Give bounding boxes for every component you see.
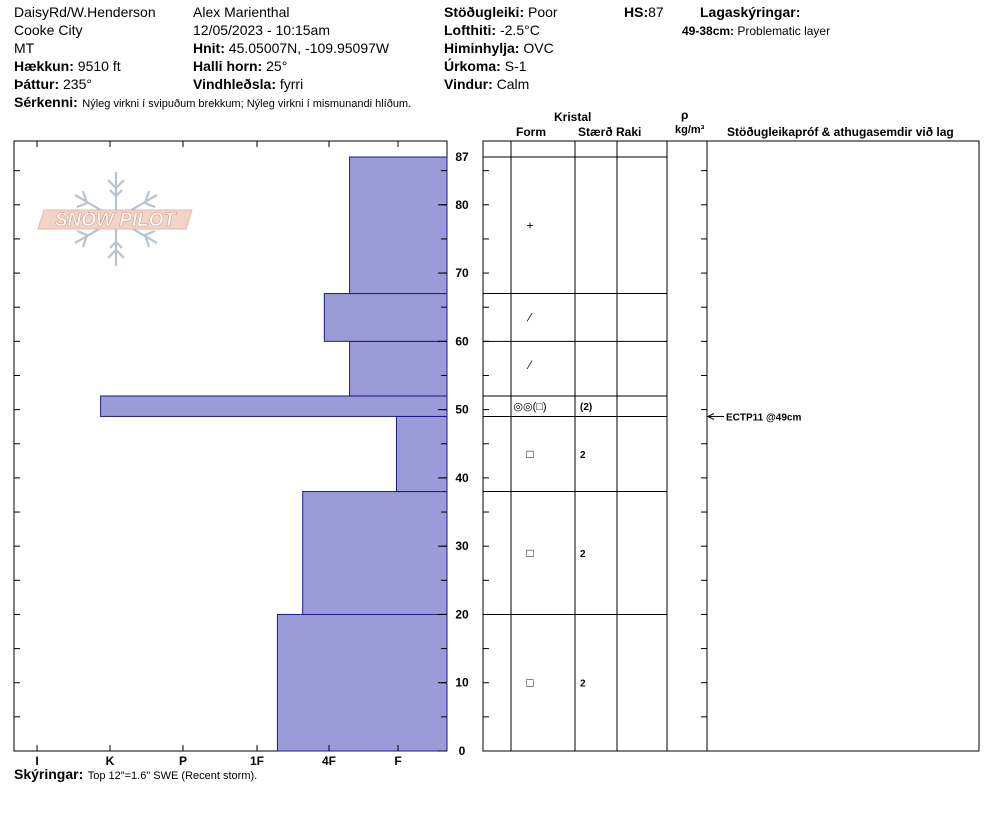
moisture-header: Raki	[616, 125, 642, 139]
layer-note-range: 49-38cm:	[682, 24, 735, 38]
x-tick-label: P	[179, 754, 187, 768]
grain-form-symbol: ◎◎(□)	[513, 401, 546, 413]
y-tick-label: 30	[455, 539, 469, 553]
stability-label: Stöðugleiki:	[444, 4, 525, 20]
chart-axes: 0 10 20 30 40 50 60 70 80 87 I K P 1F 4F F	[14, 141, 707, 768]
comments-label: Skýringar:	[14, 766, 84, 782]
rho-header: ρ	[681, 108, 689, 122]
y-top-label: 87	[455, 150, 469, 164]
logo-text: SNOW PILOT	[55, 210, 177, 231]
hardness-bar	[395, 415, 448, 493]
grain-form-symbol: ⁄	[526, 310, 533, 324]
y-tick-label: 50	[455, 403, 469, 417]
comments-value: Top 12"=1.6" SWE (Recent storm).	[87, 770, 258, 782]
elevation-value: 9510 ft	[77, 58, 121, 74]
x-tick-label: I	[35, 754, 38, 768]
elevation-label: Hækkun:	[14, 58, 74, 74]
grain-form-symbol: +	[526, 218, 533, 232]
density-unit-header: kg/m³	[675, 124, 705, 136]
form-header: Form	[516, 125, 546, 139]
hardness-bar	[349, 340, 448, 397]
hardness-bar	[100, 395, 448, 417]
grain-size-label: 2	[580, 549, 586, 560]
coords-value: 45.05007N, -109.95097W	[228, 40, 390, 56]
coords: Hnit: 45.05007N, -109.95097W	[193, 40, 389, 56]
air-temp: Lofthiti: -2.5°C	[444, 22, 540, 38]
elevation: Hækkun: 9510 ft	[14, 58, 121, 74]
hs-value: 87	[648, 4, 664, 20]
hardness-bar	[302, 491, 448, 615]
wind-value: Calm	[496, 76, 530, 92]
grain-size-label: 2	[580, 679, 586, 690]
y-tick-label: 20	[455, 607, 469, 621]
slope: Halli horn: 25°	[193, 58, 287, 74]
area: Cooke City	[14, 22, 83, 38]
grain-form-symbol: ⁄	[526, 358, 533, 372]
grain-form-symbol: □	[526, 676, 533, 690]
table-frame	[482, 140, 980, 752]
hs: HS:87	[624, 4, 664, 20]
y-tick-label: 40	[455, 471, 469, 485]
air-temp-value: -2.5°C	[499, 22, 540, 38]
wind: Vindur: Calm	[444, 76, 529, 92]
hardness-bars	[100, 156, 448, 752]
crystal-header: Kristal	[554, 110, 592, 124]
hs-label: HS:	[624, 4, 649, 20]
grain-form-symbol: □	[526, 447, 533, 461]
state: MT	[14, 40, 35, 56]
aspect-label: Þáttur:	[14, 76, 60, 92]
wind-loading-label: Vindhleðsla:	[193, 76, 276, 92]
y-tick-label: 80	[455, 198, 469, 212]
hardness-bar	[276, 613, 448, 752]
x-tick-label: K	[106, 754, 115, 768]
snowpilot-logo: SNOW PILOT	[37, 172, 193, 266]
y-tick-label: 0	[459, 744, 466, 758]
x-tick-label: 4F	[322, 754, 336, 768]
sky-value: OVC	[523, 40, 554, 56]
y-tick-label: 10	[455, 676, 469, 690]
x-tick-label: 1F	[250, 754, 264, 768]
aspect-value: 235°	[63, 76, 92, 92]
y-tick-label: 70	[455, 266, 469, 280]
tests-header: Stöðugleikapróf & athugasemdir við lag	[727, 125, 954, 139]
test-arrow-head	[706, 413, 715, 420]
sky-label: Himinhylja:	[444, 40, 520, 56]
wind-label: Vindur:	[444, 76, 493, 92]
datetime: 12/05/2023 - 10:15am	[193, 22, 330, 38]
precip-label: Úrkoma:	[444, 58, 501, 74]
x-tick-label: F	[394, 754, 401, 768]
features-label: Sérkenni:	[14, 94, 78, 110]
features-value: Nýleg virkni í svipuðum brekkum; Nýleg v…	[82, 98, 412, 110]
grain-size-label: (2)	[580, 402, 592, 413]
features: Sérkenni: Nýleg virkni í svipuðum brekku…	[14, 94, 411, 112]
grain-form-symbol: □	[526, 546, 533, 560]
precip-value: S-1	[504, 58, 527, 74]
grain-size-label: 2	[580, 450, 586, 461]
grain-table: □ 2 □ 2 □ 2 ◎◎(□) (2) ⁄ ⁄ + ECTP11 @49cm	[513, 218, 801, 689]
air-temp-label: Lofthiti:	[444, 22, 497, 38]
hardness-bar	[349, 156, 448, 295]
slope-label: Halli horn:	[193, 58, 263, 74]
location: DaisyRd/W.Henderson	[14, 4, 156, 20]
comments: Skýringar: Top 12"=1.6" SWE (Recent stor…	[14, 766, 257, 784]
observer: Alex Marienthal	[193, 4, 290, 20]
aspect: Þáttur: 235°	[14, 76, 92, 92]
precip: Úrkoma: S-1	[444, 58, 526, 74]
hardness-bar	[323, 293, 448, 342]
slope-value: 25°	[266, 58, 288, 74]
coords-label: Hnit:	[193, 40, 225, 56]
stability: Stöðugleiki: Poor	[444, 4, 558, 20]
layer-notes-label: Lagaskýringar:	[700, 4, 801, 20]
stability-test-label: ECTP11 @49cm	[726, 412, 801, 423]
sky: Himinhylja: OVC	[444, 40, 554, 56]
size-header: Stærð	[578, 125, 613, 139]
wind-loading: Vindhleðsla: fyrri	[193, 76, 303, 92]
stability-value: Poor	[528, 4, 558, 20]
layer-note: 49-38cm: Problematic layer	[682, 24, 830, 38]
layer-note-text: Problematic layer	[737, 24, 831, 38]
wind-loading-value: fyrri	[279, 76, 304, 92]
chart-frame	[13, 140, 980, 752]
y-tick-label: 60	[455, 334, 469, 348]
